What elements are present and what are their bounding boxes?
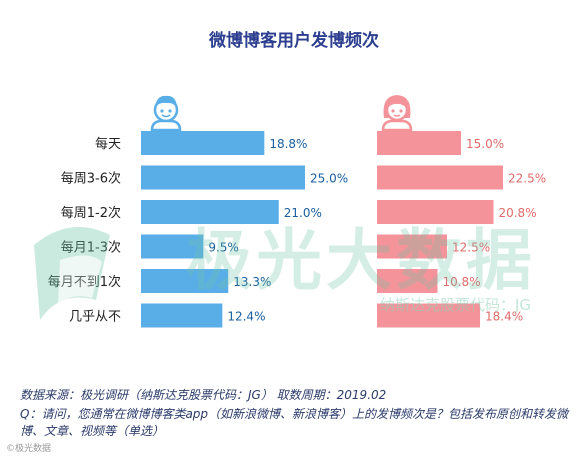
female-value-label: 22.5% xyxy=(508,172,546,186)
female-value-label: 18.4% xyxy=(485,310,523,324)
female-bar xyxy=(377,234,447,259)
male-value-label: 25.0% xyxy=(310,172,348,186)
male-value-label: 18.8% xyxy=(269,137,307,151)
female-bar xyxy=(377,200,494,224)
watermark-logo-icon xyxy=(34,227,110,320)
category-label: 每月不到1次 xyxy=(48,274,121,290)
bottom-watermark: ©极光数据 xyxy=(6,444,52,454)
female-value-label: 20.8% xyxy=(498,206,536,220)
category-label: 每月1-3次 xyxy=(61,240,121,256)
male-value-label: 12.4% xyxy=(227,310,265,324)
male-bar xyxy=(141,269,229,293)
female-value-label: 15.0% xyxy=(466,137,504,151)
category-label: 每天 xyxy=(95,136,121,152)
data-source-note: 数据来源：极光调研（纳斯达克股票代码：JG） 取数周期：2019.02 xyxy=(20,388,387,402)
male-bar xyxy=(141,303,223,328)
female-bar xyxy=(377,303,481,328)
male-bar xyxy=(141,165,305,190)
male-bar xyxy=(141,131,265,155)
category-label: 每周3-6次 xyxy=(61,171,121,187)
male-value-label: 21.0% xyxy=(284,206,322,220)
female-bar xyxy=(377,165,503,190)
female-user-icon xyxy=(381,95,413,132)
male-bar xyxy=(141,234,204,259)
watermark-text: 极光大数据 xyxy=(186,222,536,299)
female-bar xyxy=(377,131,461,155)
female-value-label: 10.8% xyxy=(442,275,480,289)
survey-question-note: Q：请问，您通常在微博博客类app（如新浪微博、新浪博客）上的发博频次是？包括发… xyxy=(20,407,569,438)
male-value-label: 9.5% xyxy=(208,241,239,255)
chart-title: 微博博客用户发博频次 xyxy=(208,30,379,51)
male-user-icon xyxy=(150,95,182,132)
female-bar xyxy=(377,269,438,293)
female-value-label: 12.5% xyxy=(452,241,490,255)
male-value-label: 13.3% xyxy=(233,275,271,289)
category-label: 每周1-2次 xyxy=(61,205,121,221)
category-label: 几乎从不 xyxy=(69,310,121,325)
watermark-subtext: 纳斯达克股票代码：JG xyxy=(380,296,531,314)
male-bar xyxy=(141,200,279,224)
